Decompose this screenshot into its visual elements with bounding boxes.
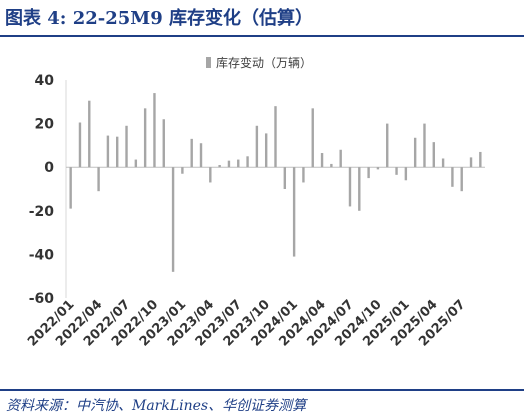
bar: [274, 106, 277, 168]
bar: [125, 125, 128, 168]
bar: [106, 135, 110, 168]
bar: [97, 167, 100, 192]
bar: [69, 167, 72, 209]
bar: [432, 142, 435, 168]
bar: [339, 149, 342, 168]
y-tick-label: 20: [35, 117, 55, 133]
bar: [283, 167, 287, 189]
y-tick-label: -60: [29, 291, 55, 307]
bar: [237, 159, 240, 168]
bar: [348, 167, 352, 207]
bar: [143, 108, 147, 168]
title-rule: [0, 35, 524, 37]
bar: [292, 167, 296, 257]
bar: [255, 125, 259, 168]
bar: [153, 93, 156, 168]
bar-chart: 40200-20-40-602022/012022/042022/072022/…: [25, 55, 485, 350]
bar: [209, 167, 212, 183]
bar: [320, 153, 324, 168]
bar: [469, 157, 473, 168]
bar: [218, 165, 221, 168]
source-note: 资料来源：中汽协、MarkLines、华创证券测算: [6, 398, 307, 414]
bar: [330, 163, 333, 168]
bar: [162, 119, 165, 168]
legend-swatch: [206, 57, 211, 68]
bar: [358, 167, 361, 211]
bar: [460, 167, 463, 192]
bar: [246, 156, 249, 168]
bar: [116, 136, 119, 168]
source-rule: [0, 389, 524, 391]
bar: [367, 167, 370, 179]
bar: [302, 167, 305, 183]
bar: [376, 167, 380, 170]
legend-label: 库存变动（万辆）: [216, 55, 312, 70]
bar: [404, 167, 408, 181]
bar: [311, 108, 314, 168]
y-tick-label: -20: [29, 204, 55, 220]
bar: [181, 167, 184, 174]
bar: [199, 143, 203, 168]
figure-title: 图表 4: 22-25M9 库存变化（估算）: [5, 8, 313, 29]
bar: [264, 133, 268, 168]
bar: [88, 100, 91, 168]
bar: [171, 167, 175, 272]
bar: [423, 123, 426, 168]
bar: [451, 167, 454, 187]
bar: [395, 167, 398, 175]
bar: [134, 159, 138, 168]
bar: [190, 138, 193, 168]
bar: [413, 137, 417, 168]
y-tick-label: -40: [29, 247, 55, 263]
bar: [441, 158, 445, 168]
bar: [479, 151, 482, 168]
bar: [386, 123, 389, 168]
bar: [227, 160, 231, 168]
y-tick-label: 40: [35, 73, 55, 89]
bar: [78, 122, 82, 168]
y-tick-label: 0: [44, 160, 54, 176]
